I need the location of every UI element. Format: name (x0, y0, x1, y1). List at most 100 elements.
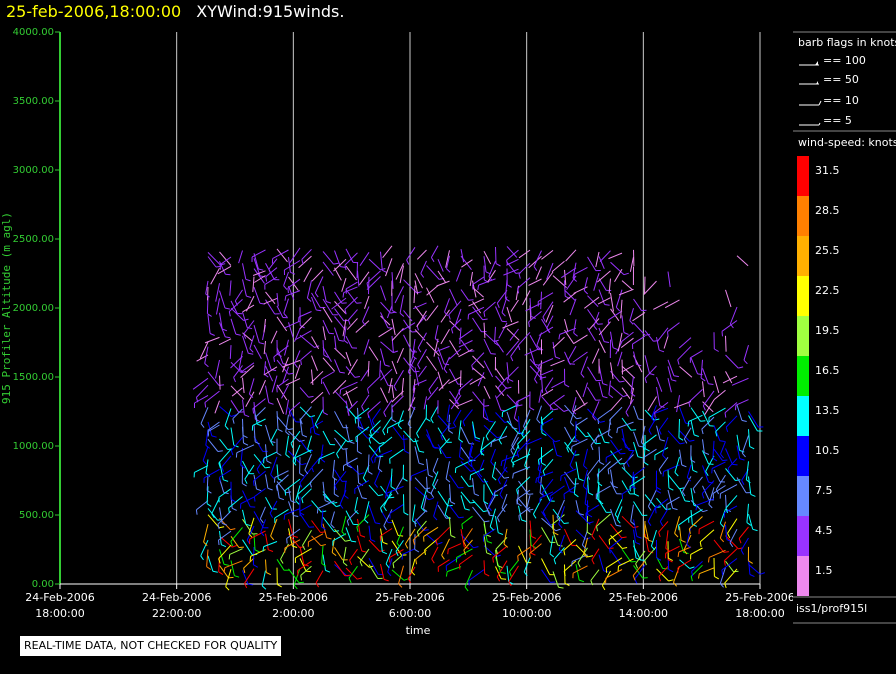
wind-barb-feather (464, 508, 470, 511)
wind-barb-feather (361, 497, 367, 500)
wind-barb (290, 430, 301, 444)
wind-barb (322, 326, 326, 341)
wind-barb-feather (430, 418, 434, 424)
wind-barb-feather (425, 418, 431, 422)
wind-barb (242, 490, 251, 507)
wind-barb-feather (592, 416, 596, 421)
speed-legend-label: 4.5 (815, 524, 833, 537)
wind-barb (552, 401, 565, 412)
wind-barb-feather (725, 507, 729, 514)
wind-barb-feather (612, 347, 618, 351)
wind-barb-feather (369, 430, 372, 436)
wind-barb-feather (357, 450, 362, 455)
wind-barb-feather (417, 347, 422, 353)
wind-barb (597, 297, 611, 305)
wind-barb-feather (698, 573, 700, 579)
wind-barb (438, 379, 450, 391)
wind-barb (620, 299, 623, 319)
wind-barb (380, 563, 385, 580)
wind-barb (506, 306, 513, 323)
wind-barb-feather (496, 576, 501, 582)
wind-barb-feather (300, 359, 302, 365)
wind-barb (375, 449, 393, 458)
wind-barb-feather (205, 472, 211, 477)
wind-barb (644, 494, 657, 508)
wind-barb-feather (339, 389, 342, 395)
wind-barb-feather (351, 540, 357, 543)
wind-barb-feather (221, 466, 224, 472)
wind-barb (564, 528, 573, 546)
wind-barb (243, 320, 255, 335)
wind-barb (495, 340, 504, 353)
wind-barb-feather (686, 477, 692, 482)
wind-barb (598, 278, 607, 291)
wind-barb (598, 446, 601, 463)
wind-barb (354, 479, 370, 490)
wind-barb (394, 286, 404, 304)
wind-barb (729, 306, 738, 325)
wind-barb-feather (506, 260, 508, 266)
wind-barb-feather (344, 574, 350, 577)
wind-barb (518, 506, 531, 516)
wind-barb-feather (395, 551, 399, 557)
wind-barb-feather (219, 526, 225, 529)
wind-barb-feather (374, 457, 376, 463)
wind-barb-feather (241, 370, 247, 374)
wind-barb (349, 548, 358, 561)
wind-barb (541, 410, 554, 421)
wind-barb-feather (569, 363, 575, 365)
wind-barb-feather (270, 535, 275, 541)
wind-barb (583, 448, 588, 466)
wind-barb-feather (537, 469, 542, 474)
wind-barb (382, 416, 393, 431)
wind-barb-feather (409, 363, 414, 368)
wind-barb (311, 296, 317, 311)
wind-barb (487, 269, 496, 283)
wind-barb-feather (288, 428, 294, 431)
wind-barb (497, 466, 508, 480)
wind-barb (699, 529, 715, 543)
wind-barb (621, 480, 631, 495)
wind-barb (472, 424, 476, 440)
wind-barb (472, 391, 485, 407)
wind-barb (242, 460, 250, 474)
wind-barb (270, 456, 278, 475)
wind-barb (253, 424, 256, 442)
wind-barb (390, 468, 393, 487)
wind-barb-feather (301, 498, 304, 504)
wind-barb-feather (382, 269, 388, 273)
wind-barb-feather (668, 557, 673, 562)
wind-barb (725, 289, 732, 308)
wind-barb-feather (723, 560, 726, 566)
wind-barb (413, 379, 427, 386)
wind-barb (458, 329, 473, 340)
wind-barb-feather (616, 428, 619, 434)
wind-barb (478, 278, 496, 286)
wind-barb-feather (501, 507, 506, 513)
wind-barb (321, 545, 324, 564)
wind-barb-feather (301, 259, 304, 265)
chart-title: XYWind:915winds. (196, 2, 345, 21)
wind-barb (591, 548, 600, 561)
wind-barb (242, 570, 249, 585)
wind-barb (449, 505, 460, 518)
wind-barb (282, 357, 289, 373)
wind-barb (357, 426, 368, 439)
wind-barb (410, 387, 416, 407)
wind-barb (413, 379, 416, 393)
wind-barb (483, 534, 488, 553)
wind-barb (215, 283, 220, 302)
wind-barb (446, 404, 450, 421)
wind-barb (263, 541, 278, 548)
wind-barb (572, 402, 588, 413)
wind-barb-feather (636, 363, 642, 367)
wind-barb-feather (331, 552, 337, 556)
wind-barb-feather (228, 507, 230, 513)
wind-barb-feather (448, 430, 454, 434)
wind-barb (596, 513, 611, 527)
wind-barb (721, 558, 738, 571)
wind-barb (485, 421, 496, 437)
wind-barb (265, 424, 271, 442)
wind-barb-feather (397, 424, 402, 430)
y-tick-label: 500.00 (19, 510, 54, 521)
